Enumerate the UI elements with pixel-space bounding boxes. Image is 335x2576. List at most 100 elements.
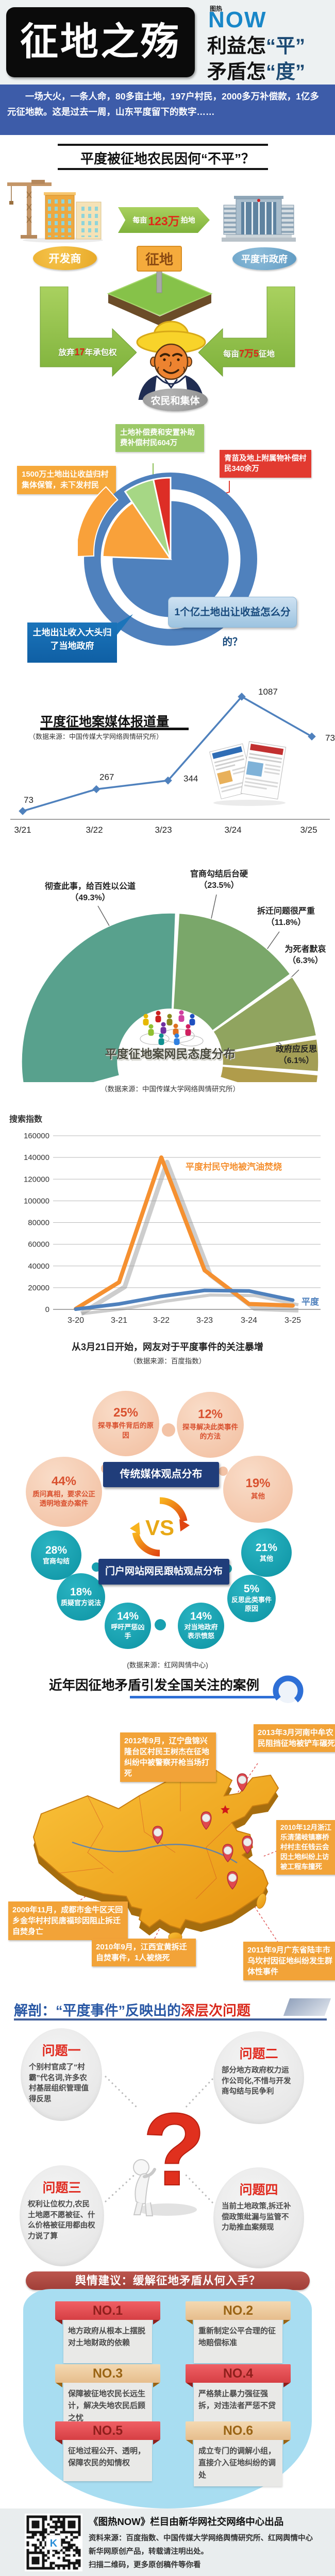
card-header-no5: NO.5 xyxy=(55,2421,160,2445)
netizen-view-bubble-18: 18% 质疑官方说法 xyxy=(57,1573,105,1621)
cases-underline xyxy=(130,1696,289,1698)
svg-text:3-21: 3-21 xyxy=(111,1316,127,1325)
arrow-top-num: 123万 xyxy=(148,214,180,228)
fan-label-4-pct: （6.1%） xyxy=(278,1056,314,1066)
media-view-pct: 25% xyxy=(113,1406,139,1420)
case-box-yueqing: 2010年12月浙江乐清蒲岐镇寨桥村村主任钱云会因土地纠纷上访被工程车撞死 xyxy=(276,1820,335,1875)
brand-small-label: 图热 xyxy=(210,5,223,12)
media-view-label: 质问真相，要求公正透明地查办案件 xyxy=(32,1490,95,1507)
fan-label-1: 官商勾结后台硬 （23.5%） xyxy=(178,869,260,892)
media-view-label: 探寻解决此类事件的方法 xyxy=(182,1423,238,1440)
netizen-views-title: 门户网站网民跟帖观点分布 xyxy=(98,1559,229,1585)
arrow-auction-price: 每亩 123万 拍地 xyxy=(118,207,210,233)
card-body-no3: 保障被征地农民长远生计，解决失地农民后顾之忧 xyxy=(63,2383,152,2429)
problem-text: 权利让位权力,农民土地愿不愿被征、什么价格被征用都由权力说了算 xyxy=(28,2200,95,2241)
fan-label-2-text: 拆迁问题很严重 xyxy=(257,907,315,916)
newspapers-icon xyxy=(209,741,287,806)
fan-label-0-text: 彻查此事，给百姓以公道 xyxy=(44,882,136,891)
arrow-right-elbow xyxy=(198,287,295,377)
fan-chart-title: 平度征地案网民态度分布 xyxy=(105,1047,236,1060)
arrow-left-num: 17 xyxy=(74,347,85,357)
svg-text:3-25: 3-25 xyxy=(284,1316,301,1325)
analysis-title-blue: 解剖：“平度事件”反映出的 xyxy=(14,2003,181,2018)
main-title-badge: 征地之殇 xyxy=(6,7,195,77)
pink-dot-decoration xyxy=(162,1423,175,1437)
footer-line4: 扫描二维码，更多原创稿件等你看 xyxy=(89,2561,201,2569)
search-chart-source: （数据来源：百度指数） xyxy=(129,1357,206,1365)
fan-label-0: 彻查此事，给百姓以公道 （49.3%） xyxy=(31,881,149,904)
tagline-2-term: “度” xyxy=(266,61,306,83)
china-map xyxy=(32,1768,279,1942)
developer-label: 开发商 xyxy=(33,246,97,270)
problem-text: 个别村官成了“村霸”代名词,许多农村基层组织管理值得反思 xyxy=(29,2063,89,2103)
tagline-1: 利益怎“平” xyxy=(207,30,334,58)
netizen-view-pct: 5% xyxy=(243,1583,260,1595)
footer-line2: 资料来源：百度指数、中国传媒大学网络舆情研究所、红网舆情中心 xyxy=(89,2534,313,2543)
media-report-chart: 73 267 344 1087 734 3/21 3/22 3/23 3/24 3/25 xyxy=(0,680,335,840)
netizen-view-bubble-14a: 14% 呼吁严惩凶手 xyxy=(105,1603,151,1649)
tagline-2: 矛盾怎“度” xyxy=(207,56,334,84)
collective-label: 农民和集体 xyxy=(143,389,208,411)
fan-label-1-pct: （23.5%） xyxy=(199,881,239,890)
problem-name: 问题一 xyxy=(42,2044,81,2058)
pink-dot-decoration xyxy=(219,1467,228,1476)
card-header-no1: NO.1 xyxy=(55,2301,160,2325)
netizen-view-label: 呼吁严惩凶手 xyxy=(111,1623,145,1640)
media-view-pct: 12% xyxy=(197,1407,223,1421)
analysis-title-red: 深层次问题 xyxy=(181,2003,250,2018)
tagline-2-prefix: 矛盾怎 xyxy=(207,61,266,83)
map-pin xyxy=(200,1811,212,1830)
search-chart-caption: 从3月21日开始，网友对于平度事件的关注暴增 xyxy=(71,1342,264,1352)
search-series2-label: 平度 xyxy=(301,1297,319,1307)
fan-label-4-text: 政府应反思 xyxy=(275,1045,317,1054)
svg-text:3-22: 3-22 xyxy=(153,1316,170,1325)
search-index-chart: 160000 140000 120000 100000 80000 60000 40000 2… xyxy=(10,1129,335,1335)
svg-text:3/25: 3/25 xyxy=(300,825,317,835)
arrow-right-num: 7万5 xyxy=(239,348,259,359)
svg-text:80000: 80000 xyxy=(28,1219,49,1227)
main-title: 征地之殇 xyxy=(20,20,181,63)
card-body-no1: 地方政府从根本上摆脱对土地财政的依赖 xyxy=(63,2320,152,2363)
card-header-no6: NO.6 xyxy=(186,2421,291,2445)
problem-name: 问题二 xyxy=(239,2047,278,2061)
case-box-yihuang: 2010年9月，江西宜黄拆迁自焚事件，1人被烧死 xyxy=(92,1939,196,1966)
fan-label-2-pct: （11.8%） xyxy=(266,918,306,928)
svg-text:3-24: 3-24 xyxy=(241,1316,257,1325)
arrow-right-pre: 每亩 xyxy=(223,350,239,359)
media-chart-title: 平度征地案媒体报道量 xyxy=(40,715,170,729)
fan-chart-source: （数据来源：中国传媒大学网络舆情研究所） xyxy=(100,1085,240,1093)
svg-text:3/22: 3/22 xyxy=(86,825,103,835)
netizen-views-source: (数据来源：红网舆情中心) xyxy=(127,1661,208,1669)
fan-label-2: 拆迁问题很严重 （11.8%） xyxy=(242,906,330,929)
search-chart-ylabel: 搜索指数 xyxy=(9,1115,43,1124)
svg-text:3-23: 3-23 xyxy=(196,1316,213,1325)
section-unfair-title: 平度被征地农民因何“不平”？ xyxy=(80,151,255,166)
problem-bubble-1: 问题一 个别村官成了“村霸”代名词,许多农村基层组织管理值得反思 xyxy=(21,2028,102,2121)
map-pin xyxy=(237,1773,248,1792)
card-header-no2: NO.2 xyxy=(186,2301,291,2325)
title-rule-top xyxy=(58,144,268,146)
svg-text:140000: 140000 xyxy=(24,1153,49,1162)
svg-text:344: 344 xyxy=(183,774,198,784)
problem-name: 问题四 xyxy=(239,2183,278,2197)
media-view-pct: 19% xyxy=(245,1476,271,1490)
svg-text:160000: 160000 xyxy=(24,1132,49,1140)
teal-dot-decoration xyxy=(155,1619,166,1630)
netizen-view-label: 质疑官方说法 xyxy=(61,1598,102,1607)
card-body-no6: 成立专门的调解小组，直接介入征地纠纷的调处 xyxy=(194,2440,282,2486)
land-plot-icon: 征地 xyxy=(107,246,213,326)
label-crops-340: 青苗及地上附属物补偿村民340余万 xyxy=(220,450,311,478)
fan-label-3: 为死者默哀 （6.3%） xyxy=(276,944,335,967)
card-header-no4: NO.4 xyxy=(186,2364,291,2387)
parallelogram-decoration xyxy=(283,1998,331,2016)
svg-text:3-20: 3-20 xyxy=(68,1316,84,1325)
analysis-title: 解剖：“平度事件”反映出的深层次问题 xyxy=(14,1999,329,2019)
intro-banner: 一场大火，一条人命，80多亩土地，197户村民，2000多万补偿款，1亿多元征地… xyxy=(0,85,335,135)
pie-question-box: 1个亿土地出让收益怎么分的？ xyxy=(168,597,297,648)
arrow-left-pre: 放弃 xyxy=(58,348,75,357)
media-view-pct: 44% xyxy=(51,1474,77,1488)
label-collective-1500: 1500万土地出让收益归村集体保管，未下发村民 xyxy=(17,466,116,495)
card-header-no3: NO.3 xyxy=(55,2364,160,2387)
case-box-zhongmou: 2013年3月河南中牟农民阻挡征地被铲车碾死 xyxy=(254,1724,335,1752)
